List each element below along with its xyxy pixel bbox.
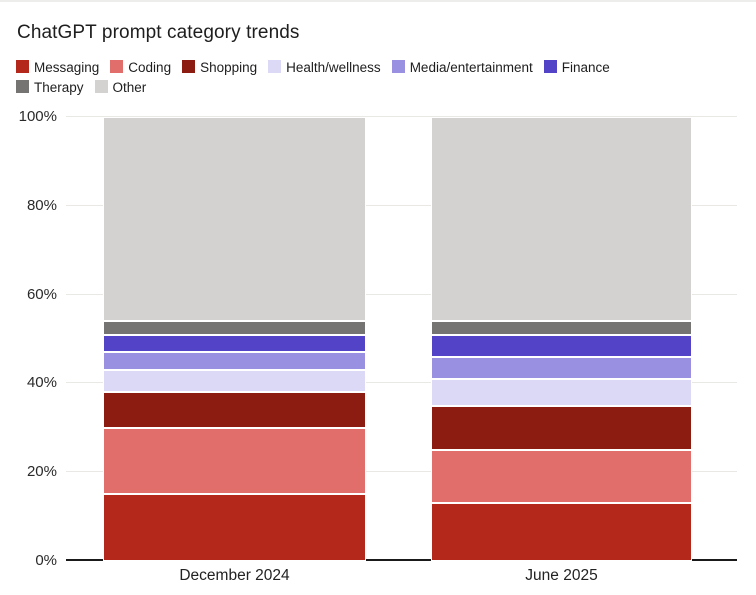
bar-segment-therapy	[431, 321, 692, 335]
y-axis-tick-label: 20%	[26, 463, 57, 481]
legend-swatch-icon	[391, 60, 405, 73]
legend-item-shopping: Shopping	[182, 58, 257, 78]
bar-segment-media-entertainment	[103, 352, 366, 371]
x-axis-baseline	[66, 559, 737, 561]
legend-item-health-wellness: Health/wellness	[268, 58, 381, 78]
bar-segment-other	[431, 117, 692, 322]
x-axis-label: December 2024	[179, 567, 290, 584]
bar-june-2025	[431, 117, 692, 561]
bar-segment-messaging	[103, 494, 366, 561]
legend-item-label: Therapy	[34, 80, 84, 95]
bar-segment-coding	[103, 427, 366, 495]
gridline	[66, 116, 737, 117]
bar-segment-health-wellness	[103, 370, 366, 393]
bar-segment-therapy	[103, 321, 366, 335]
bar-segment-shopping	[431, 405, 692, 450]
legend-swatch-icon	[110, 60, 124, 73]
legend-swatch-icon	[94, 80, 108, 93]
legend-item-label: Media/entertainment	[409, 60, 533, 75]
legend-item-therapy: Therapy	[16, 78, 84, 98]
chart-title: ChatGPT prompt category trends	[17, 22, 300, 43]
bar-segment-shopping	[103, 392, 366, 428]
legend-swatch-icon	[182, 60, 196, 73]
y-axis-tick-label: 60%	[26, 285, 57, 303]
legend-item-other: Other	[94, 78, 147, 98]
legend: Messaging Coding Shopping Health/wellness Me…	[16, 58, 666, 98]
x-axis-label: June 2025	[525, 567, 598, 584]
gridline	[66, 293, 737, 295]
y-axis-tick-label: 0%	[35, 552, 57, 569]
legend-item-coding: Coding	[110, 58, 171, 78]
legend-swatch-icon	[543, 60, 557, 73]
legend-item-label: Shopping	[200, 60, 258, 75]
legend-item-media-entertainment: Media/entertainment	[391, 58, 533, 78]
plot-area	[66, 116, 737, 561]
legend-item-label: Health/wellness	[286, 60, 381, 75]
gridline	[66, 382, 737, 384]
bar-segment-media-entertainment	[431, 356, 692, 379]
y-axis-tick-label: 40%	[26, 374, 57, 392]
legend-swatch-icon	[268, 60, 282, 73]
legend-swatch-icon	[16, 60, 29, 73]
legend-swatch-icon	[16, 80, 29, 93]
legend-item-finance: Finance	[543, 58, 610, 78]
y-axis-tick-label: 80%	[26, 196, 57, 214]
gridline	[66, 204, 737, 206]
bar-segment-finance	[103, 334, 366, 353]
bar-segment-messaging	[431, 503, 692, 561]
legend-item-messaging: Messaging	[16, 58, 99, 78]
y-axis-tick-label: 100%	[18, 108, 57, 125]
bar-segment-health-wellness	[431, 378, 692, 406]
legend-item-label: Messaging	[34, 60, 100, 75]
bar-december-2024	[103, 117, 366, 561]
bar-segment-finance	[431, 334, 692, 357]
bar-segment-coding	[431, 450, 692, 504]
gridline	[66, 471, 737, 473]
legend-item-label: Finance	[561, 60, 610, 75]
legend-item-label: Coding	[128, 60, 172, 75]
legend-item-label: Other	[112, 80, 147, 95]
bar-segment-other	[103, 117, 366, 322]
